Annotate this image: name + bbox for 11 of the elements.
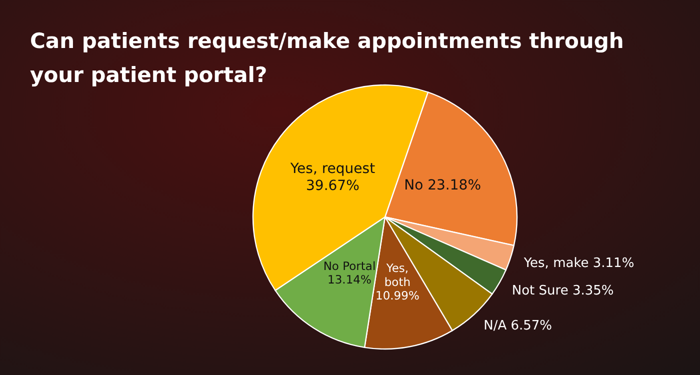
data-label: 39.67% bbox=[306, 178, 360, 194]
slice-label: Yes, make 3.11% bbox=[522, 256, 634, 272]
slice-label: No Portal bbox=[323, 258, 376, 273]
chart-title: Can patients request/make appointments through your patient portal? bbox=[30, 29, 624, 87]
slice-label: Yes, request bbox=[289, 161, 376, 178]
slice-label: Yes, both bbox=[384, 261, 411, 289]
data-label: 13.14% bbox=[328, 272, 372, 287]
slice-label: Not Sure 3.35% bbox=[512, 283, 614, 298]
data-label: 10.99% bbox=[376, 288, 420, 303]
slice-label: N/A 6.57% bbox=[484, 318, 552, 334]
slice-label: No 23.18% bbox=[404, 178, 482, 194]
